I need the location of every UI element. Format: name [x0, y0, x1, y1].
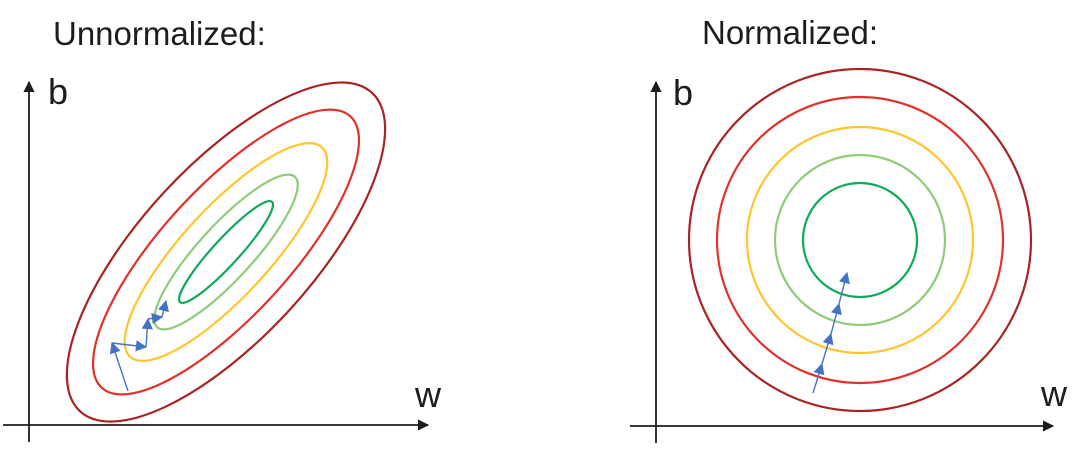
gradient-step-arrow [158, 299, 169, 318]
left-plot-title: Unnormalized: [53, 15, 266, 52]
contour-level-2 [91, 108, 361, 396]
contour-level-4 [773, 153, 947, 327]
left-y-axis-label: b [48, 71, 68, 112]
contour-level-2 [715, 95, 1005, 385]
left-contour-group [65, 81, 387, 423]
contour-outermost [65, 81, 387, 423]
gradient-step-arrow [838, 271, 850, 305]
gradient-step-arrow [830, 302, 842, 335]
gradient-step-arrow [111, 340, 148, 352]
left-x-axis-label: w [414, 374, 442, 415]
gradient-step-arrow [147, 312, 164, 324]
contour-level-3 [123, 142, 329, 362]
left-plot: Unnormalized: b w [3, 15, 442, 442]
contour-level-4 [153, 173, 299, 331]
right-plot-title: Normalized: [702, 14, 878, 51]
contour-outermost [687, 67, 1033, 413]
right-gradient-descent-path [812, 271, 850, 394]
gradient-step-arrow [109, 341, 129, 392]
right-plot: Normalized: b w [630, 14, 1068, 443]
right-y-axis-label: b [673, 72, 693, 113]
contour-level-3 [745, 125, 975, 355]
gradient-step-arrow [812, 362, 825, 394]
right-x-axis-label: w [1040, 373, 1068, 414]
right-contour-group [687, 67, 1033, 413]
gradient-step-arrow [141, 317, 153, 348]
gradient-step-arrow [821, 332, 834, 365]
contour-innermost [177, 200, 275, 304]
left-gradient-descent-path [109, 299, 169, 392]
contour-innermost [801, 181, 919, 299]
